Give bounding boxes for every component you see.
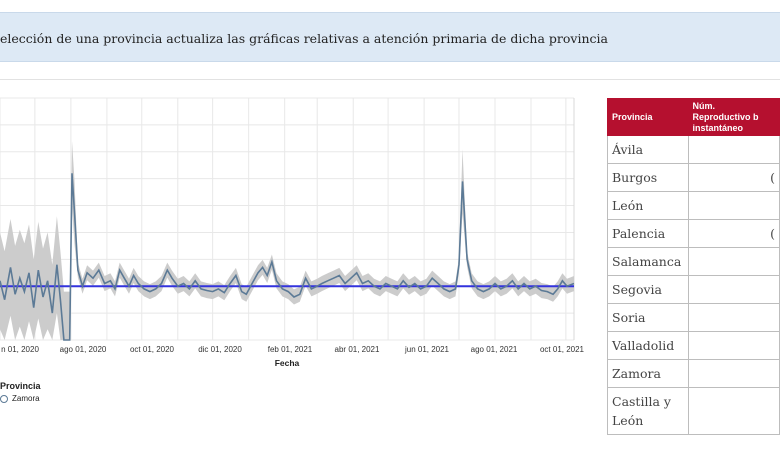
province-value — [687, 135, 780, 164]
province-name: Valladolid — [607, 331, 689, 360]
table-row[interactable]: Ávila — [607, 135, 780, 164]
province-name: León — [607, 191, 689, 220]
rt-line-chart[interactable]: n 01, 2020 ago 01, 2020 oct 01, 2020 dic 01… — [0, 90, 600, 375]
legend-title: Provincia — [0, 381, 41, 391]
table-row[interactable]: Segovia — [607, 275, 780, 304]
series-line-zamora — [0, 173, 575, 341]
x-tick-label: feb 01, 2021 — [268, 345, 313, 354]
province-value — [687, 303, 780, 332]
province-value: ( — [687, 163, 780, 192]
province-value — [687, 191, 780, 220]
x-tick-label: oct 01, 2020 — [130, 345, 175, 354]
legend-item-zamora[interactable]: Zamora — [0, 394, 40, 403]
province-value — [687, 387, 780, 435]
table-row[interactable]: Soria — [607, 303, 780, 332]
table-header-provincia[interactable]: Provincia — [607, 98, 689, 136]
section-divider — [0, 79, 780, 80]
table-row[interactable]: Castilla y León — [607, 387, 780, 435]
table-row[interactable]: Burgos( — [607, 163, 780, 192]
table-header-rt[interactable]: Núm. Reproductivo b instantáneo — [687, 98, 780, 136]
province-name: Salamanca — [607, 247, 689, 276]
legend-item-label: Zamora — [12, 394, 40, 403]
province-name: Segovia — [607, 275, 689, 304]
province-name: Castilla y León — [607, 387, 689, 435]
province-value — [687, 247, 780, 276]
province-name: Palencia — [607, 219, 689, 248]
x-tick-label: ago 01, 2020 — [60, 345, 107, 354]
x-tick-label: oct 01, 2021 — [540, 345, 585, 354]
table-row[interactable]: Valladolid — [607, 331, 780, 360]
province-table: Provincia Núm. Reproductivo b instantáne… — [607, 98, 780, 435]
province-value: ( — [687, 219, 780, 248]
x-axis-ticks: n 01, 2020 ago 01, 2020 oct 01, 2020 dic 01… — [1, 345, 584, 354]
province-name: Ávila — [607, 135, 689, 164]
province-name: Zamora — [607, 359, 689, 388]
province-name: Soria — [607, 303, 689, 332]
x-tick-label: abr 01, 2021 — [335, 345, 380, 354]
x-tick-label: dic 01, 2020 — [198, 345, 242, 354]
confidence-band — [0, 141, 574, 340]
x-axis-label: Fecha — [275, 358, 300, 368]
x-tick-label: n 01, 2020 — [1, 345, 39, 354]
province-value — [687, 359, 780, 388]
table-row[interactable]: Zamora — [607, 359, 780, 388]
province-name: Burgos — [607, 163, 689, 192]
info-banner-text: elección de una provincia actualiza las … — [0, 31, 608, 46]
table-row[interactable]: León — [607, 191, 780, 220]
chart-grid — [0, 97, 575, 341]
info-banner: elección de una provincia actualiza las … — [0, 12, 780, 62]
province-value — [687, 275, 780, 304]
table-row[interactable]: Palencia( — [607, 219, 780, 248]
x-tick-label: jun 01, 2021 — [404, 345, 450, 354]
province-value — [687, 331, 780, 360]
x-tick-label: ago 01, 2021 — [471, 345, 518, 354]
table-row[interactable]: Salamanca — [607, 247, 780, 276]
legend-circle-icon — [0, 394, 8, 403]
